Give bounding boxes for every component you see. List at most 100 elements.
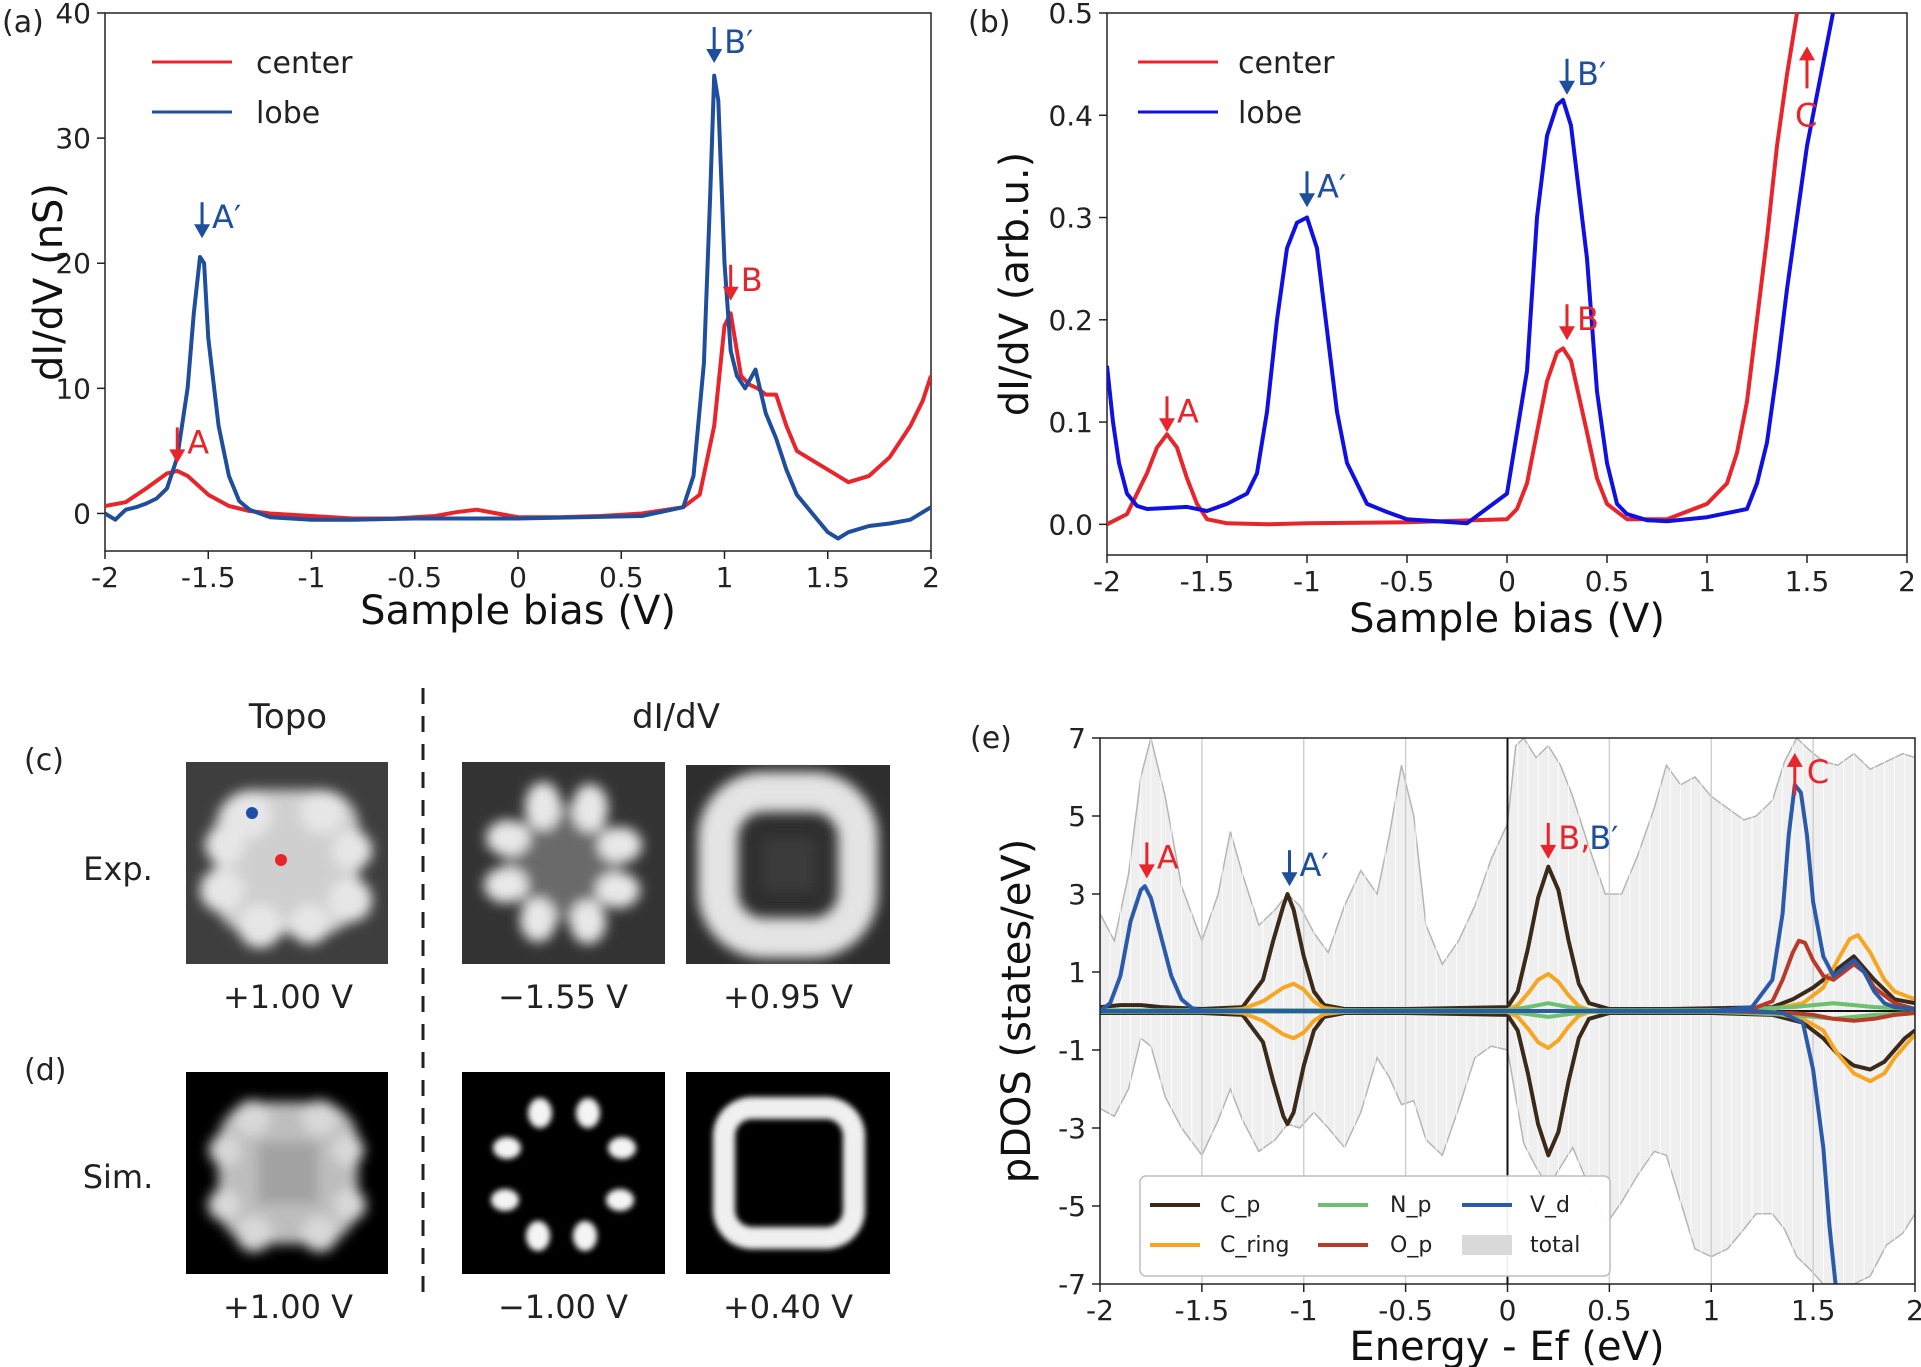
y-tick-label: 40: [55, 0, 91, 30]
chart-a-annotations: A′ B′ A B: [169, 23, 763, 464]
chart-e: -2 -1.5 -1 -0.5 0 0.5 1 1.5 2 -7 -5 -3 -1 1 3 5 7 A A′ B,…: [994, 722, 1921, 1367]
series-line-c-ring: [1100, 933, 1915, 1013]
panel-label-b: (b): [968, 5, 1010, 40]
annotation-arrowhead: [169, 449, 186, 464]
panel-label-d: (d): [24, 1053, 66, 1088]
annotation-label: A: [1157, 838, 1179, 876]
panel-label-a: (a): [2, 5, 44, 40]
chart-e-y-ticks: -7 -5 -3 -1 1 3 5 7: [1058, 722, 1100, 1301]
y-tick-label: 10: [55, 372, 91, 405]
annotation-arrowhead: [1559, 80, 1575, 95]
sim-didv-bias-2: +0.40 V: [723, 1288, 853, 1326]
x-tick-label: -1: [1293, 565, 1321, 598]
chart-a: -2 -1.5 -1 -0.5 0 0.5 1 1.5 2 0 10 20 30 40 A′ B′ A B S…: [26, 0, 940, 634]
chart-b-plot-area: [1107, 13, 1836, 527]
x-tick-label: 0.5: [1587, 1294, 1632, 1327]
annotation-arrowhead: [1786, 752, 1803, 767]
y-tick-label: -7: [1058, 1268, 1086, 1301]
y-tick-label: 0: [73, 497, 91, 530]
x-tick-label: -1.5: [181, 561, 236, 594]
chart-e-annotations: A A′ B,B′ C: [1138, 752, 1829, 887]
y-tick-label: 0.5: [1048, 0, 1093, 30]
sim-topo-image: [186, 1072, 388, 1274]
exp-didv-image-1: [462, 762, 665, 964]
legend-e-total-label: total: [1530, 1233, 1580, 1258]
y-tick-label: 0.4: [1048, 99, 1093, 132]
chart-e-legend: C_p C_ring N_p O_p V_d total: [1139, 1175, 1611, 1277]
exp-lobe-marker: [246, 807, 258, 819]
series-line-c-p: [1100, 864, 1915, 1011]
y-tick-label: -1: [1058, 1034, 1086, 1067]
x-tick-label: 1.5: [1785, 565, 1830, 598]
annotation-label: C: [1795, 96, 1817, 134]
chart-b-ylabel: dI/dV (arb.u.): [992, 152, 1038, 416]
annotation-arrowhead: [1299, 193, 1315, 208]
x-tick-label: 1: [1698, 565, 1716, 598]
x-tick-label: -0.5: [1378, 1294, 1433, 1327]
column-title-didv: dI/dV: [632, 697, 720, 737]
annotation-label: B′: [1577, 55, 1606, 93]
x-tick-label: 1.5: [805, 561, 850, 594]
legend-e-box: [1139, 1175, 1611, 1277]
legend-e-cring-label: C_ring: [1220, 1233, 1289, 1258]
annotation-arrowhead: [722, 286, 739, 301]
x-tick-label: -0.5: [1380, 565, 1435, 598]
panel-label-e: (e): [970, 721, 1012, 756]
annotation-arrowhead: [1559, 326, 1575, 341]
series-line-center: [105, 311, 931, 521]
sim-didv-bias-1: −1.00 V: [498, 1288, 628, 1326]
x-tick-label: -1: [298, 561, 326, 594]
y-tick-label: -3: [1058, 1112, 1086, 1145]
chart-b-legend: center lobe: [1138, 46, 1335, 131]
chart-b-xlabel: Sample bias (V): [1349, 596, 1665, 642]
y-tick-label: 30: [55, 122, 91, 155]
series-line-lobe: [1107, 13, 1836, 526]
x-tick-label: 2: [922, 561, 940, 594]
chart-e-plot-area: [1100, 782, 1915, 1284]
chart-b-annotations: A A′ B′ B C: [1159, 46, 1817, 433]
x-tick-label: -1: [1290, 1294, 1318, 1327]
y-tick-label: 7: [1068, 722, 1086, 755]
exp-center-marker: [275, 854, 287, 866]
x-tick-label: 0.5: [1585, 565, 1630, 598]
x-tick-label: 1: [716, 561, 734, 594]
legend-a-center-label: center: [256, 46, 353, 81]
chart-b-y-ticks: 0.0 0.1 0.2 0.3 0.4 0.5: [1048, 0, 1107, 541]
panel-label-c: (c): [24, 743, 64, 778]
x-tick-label: -2: [1086, 1294, 1114, 1327]
annotation-label: B′: [724, 23, 753, 61]
annotation-arrowhead: [1281, 872, 1298, 887]
x-tick-label: -2: [91, 561, 119, 594]
x-tick-label: 2: [1898, 565, 1916, 598]
x-tick-label: 0.5: [599, 561, 644, 594]
exp-didv-image-2: [686, 765, 890, 964]
annotation-arrowhead: [1540, 844, 1557, 859]
annotation-arrowhead: [1799, 46, 1815, 61]
x-tick-label: 0: [509, 561, 527, 594]
row-label-sim: Sim.: [83, 1158, 154, 1196]
legend-e-total-swatch: [1462, 1235, 1512, 1255]
series-line-lobe: [105, 73, 931, 541]
y-tick-label: 20: [55, 247, 91, 280]
chart-a-legend: center lobe: [152, 46, 353, 131]
annotation-arrowhead: [706, 49, 723, 64]
x-tick-label: -1.5: [1180, 565, 1235, 598]
sim-didv-image-2: [686, 1072, 890, 1274]
chart-b: -2 -1.5 -1 -0.5 0 0.5 1 1.5 2 0.0 0.1 0.2 0.3 0.4 0.5…: [992, 0, 1916, 642]
chart-e-ylabel: pDOS (states/eV): [994, 839, 1040, 1184]
exp-topo-image: [186, 762, 388, 964]
x-tick-label: 1.5: [1791, 1294, 1836, 1327]
series-line-v-d-neg: [1100, 1009, 1838, 1284]
annotation-label: A′: [1299, 846, 1328, 884]
y-tick-label: 0.2: [1048, 304, 1093, 337]
chart-b-x-ticks: -2 -1.5 -1 -0.5 0 0.5 1 1.5 2: [1093, 555, 1916, 598]
annotation-label: C: [1807, 753, 1829, 791]
chart-a-x-ticks: -2 -1.5 -1 -0.5 0 0.5 1 1.5 2: [91, 551, 940, 594]
x-tick-label: 0: [1499, 1294, 1517, 1327]
x-tick-label: -0.5: [387, 561, 442, 594]
column-title-topo: Topo: [248, 697, 327, 737]
chart-a-y-ticks: 0 10 20 30 40: [55, 0, 105, 530]
legend-e-cp-label: C_p: [1220, 1193, 1260, 1218]
x-tick-label: 1: [1702, 1294, 1720, 1327]
